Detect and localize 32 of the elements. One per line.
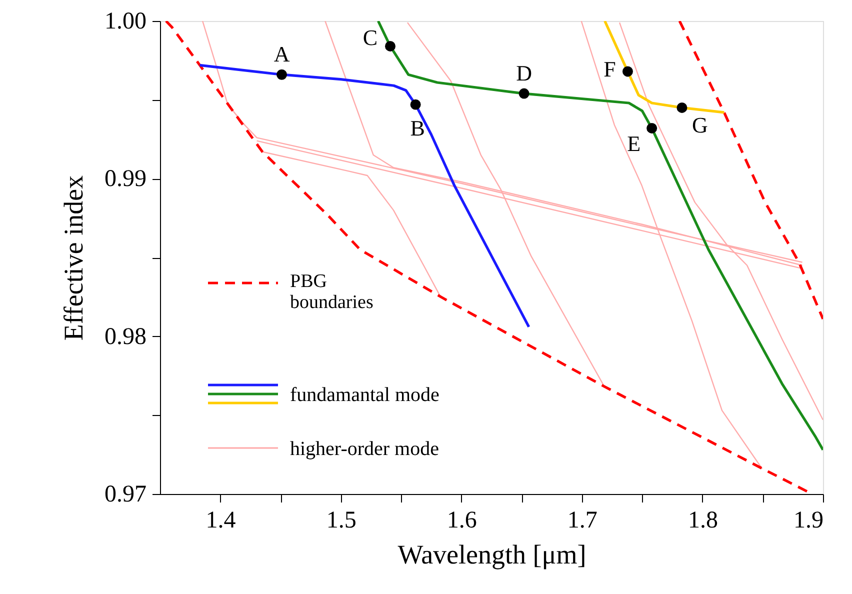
- annotation: C: [362, 25, 378, 50]
- y-tick-label: 0.99: [104, 166, 146, 192]
- y-tick-label: 0.97: [104, 482, 146, 508]
- x-tick-label: 1.5: [326, 508, 356, 534]
- annotation: A: [274, 42, 290, 67]
- point: [385, 40, 396, 52]
- annotation: F: [604, 56, 616, 82]
- legend-label: fundamantal mode: [290, 384, 440, 406]
- point: [676, 102, 688, 113]
- y-tick-label: 1.00: [104, 8, 146, 34]
- y-axis-title: Effective index: [58, 174, 88, 341]
- x-tick-label: 1.8: [688, 508, 718, 534]
- line-series: [198, 64, 530, 328]
- y-tick-label: 0.98: [104, 324, 146, 350]
- annotation: D: [516, 60, 532, 86]
- legend-label: PBG boundaries: [290, 271, 374, 313]
- point: [622, 66, 633, 77]
- annotation: E: [627, 131, 641, 156]
- line-series: [678, 21, 823, 320]
- point: [276, 69, 287, 80]
- legend-label: higher-order mode: [290, 438, 440, 460]
- line-series: [604, 21, 726, 114]
- annotation: B: [410, 116, 425, 141]
- x-tick-label: 1.7: [567, 508, 598, 534]
- point: [646, 122, 658, 134]
- x-tick-label: 1.6: [446, 508, 477, 534]
- x-tick-label: 1.4: [206, 508, 236, 534]
- x-tick-label: 1.9: [794, 508, 824, 534]
- point: [410, 99, 421, 110]
- x-axis-title: Wavelength [μm]: [398, 540, 586, 570]
- annotation: G: [692, 112, 708, 138]
- point: [518, 88, 530, 99]
